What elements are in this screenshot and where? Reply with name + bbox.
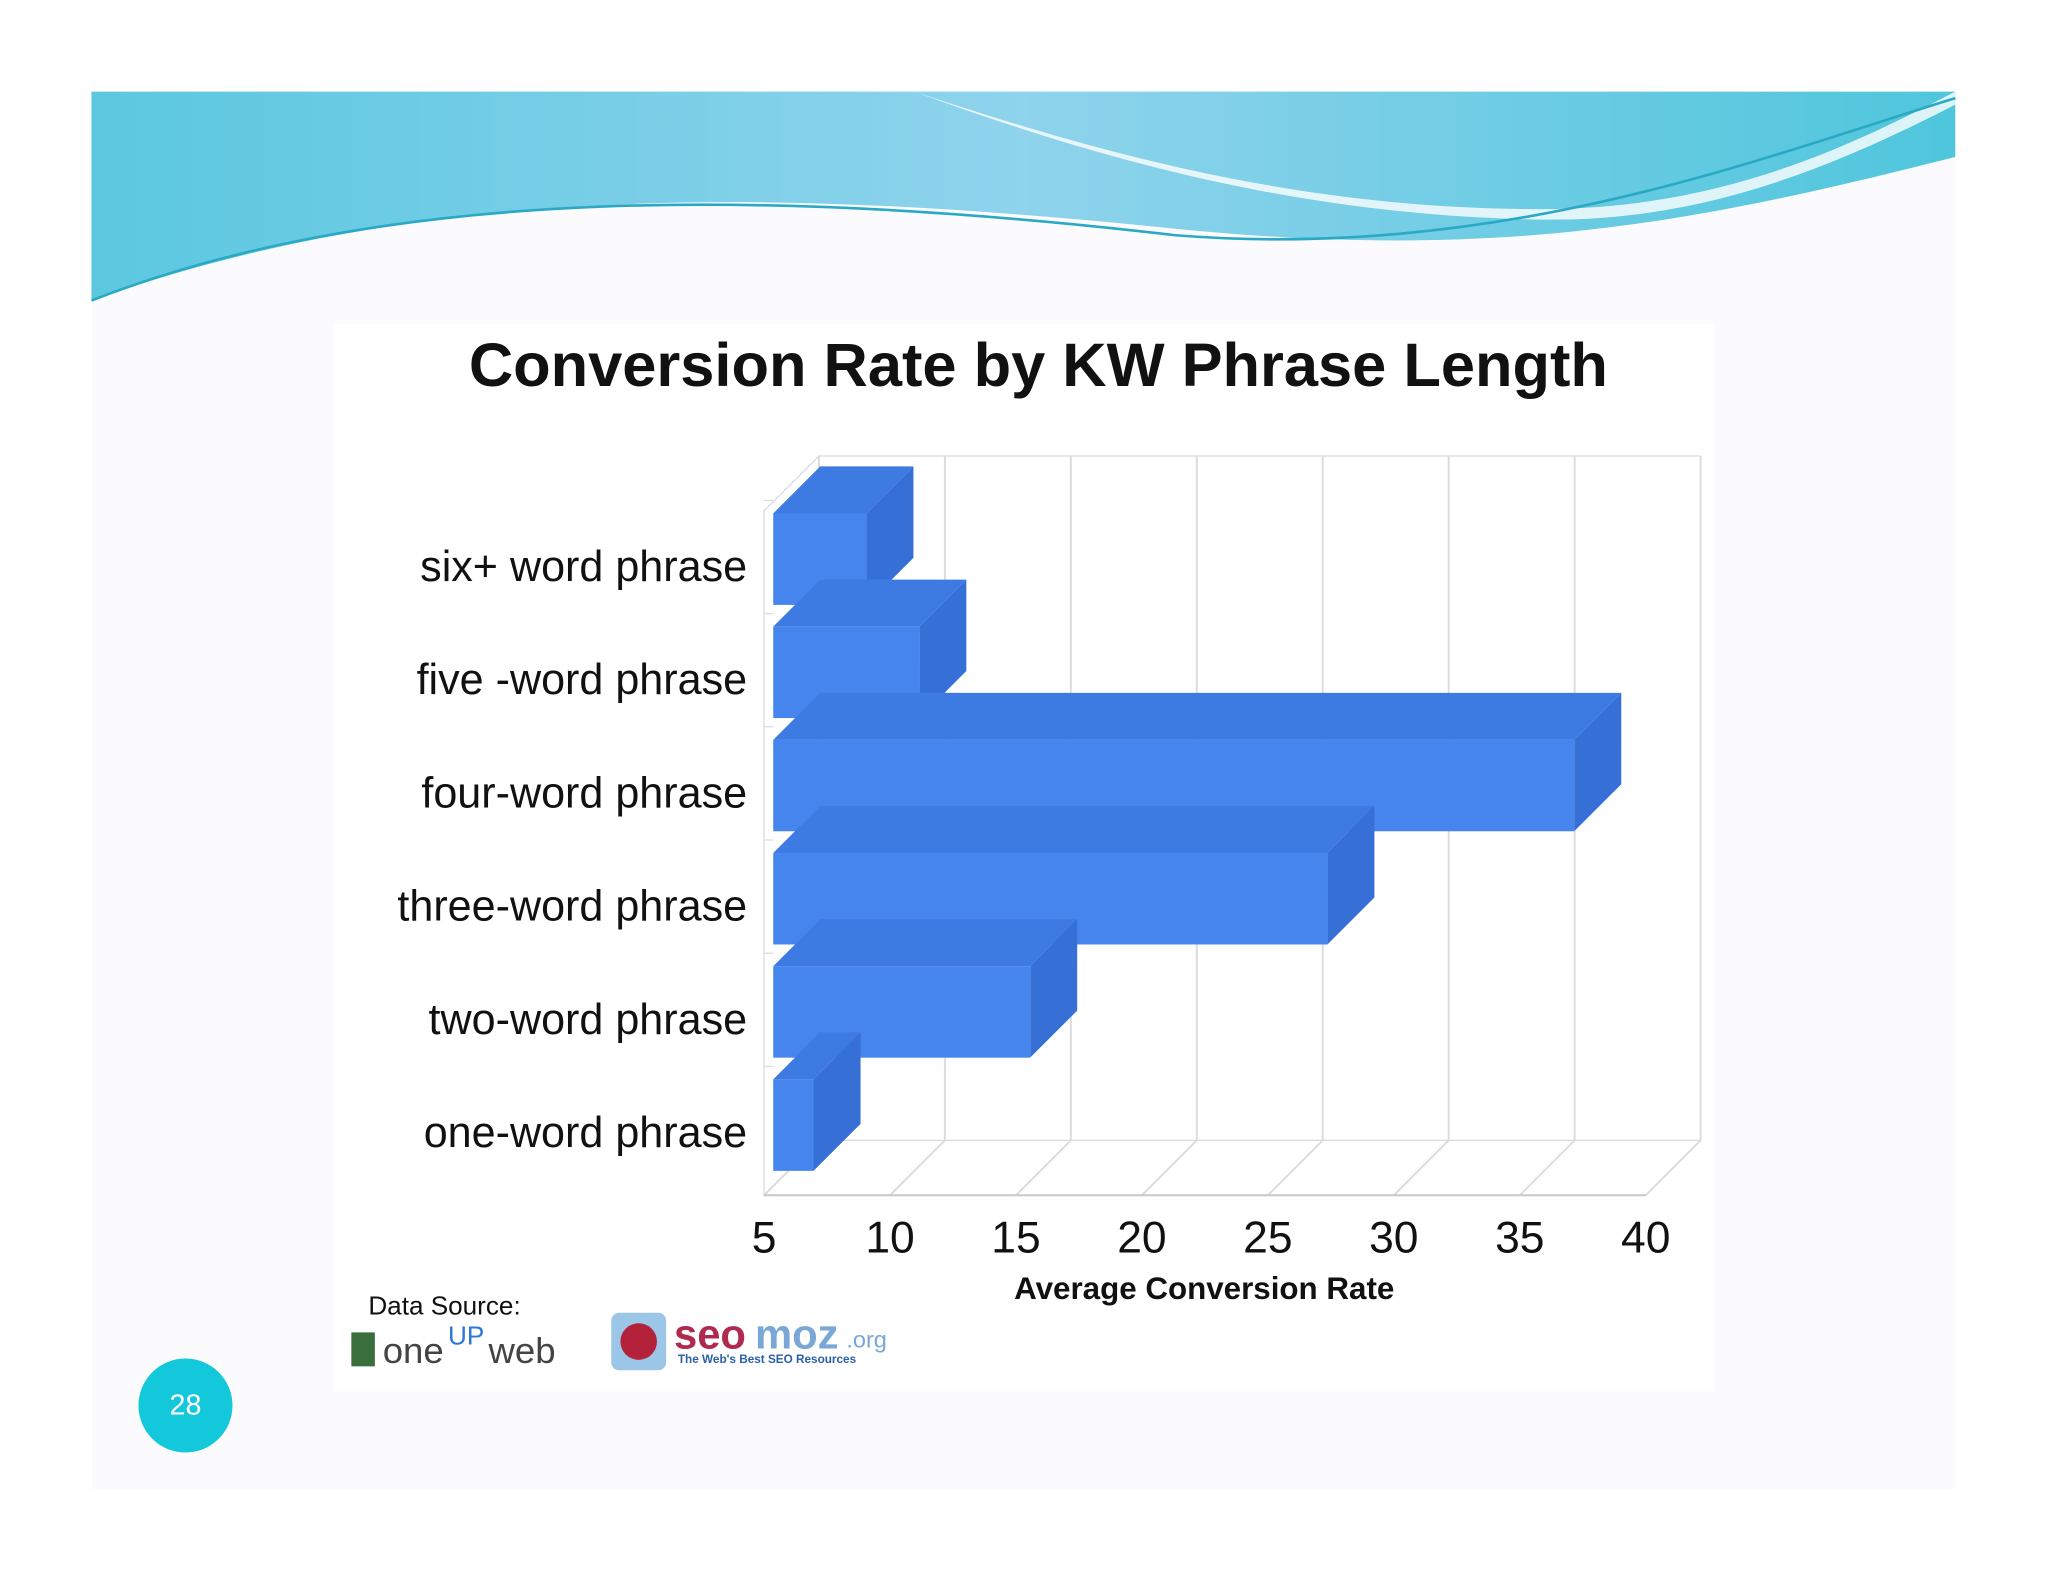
bar-side	[1574, 692, 1622, 832]
bar-side	[1327, 806, 1375, 945]
grid-line	[1645, 1139, 1702, 1196]
y-tick-label: two-word phrase	[429, 996, 748, 1044]
chart-title: Conversion Rate by KW Phrase Length	[469, 331, 1608, 400]
y-tick-label: four-word phrase	[421, 769, 747, 817]
logo-text: one	[383, 1330, 444, 1371]
logo-text: UP	[448, 1321, 484, 1351]
x-tick-label: 5	[752, 1214, 777, 1263]
oneupweb-logo: one UP web	[351, 1321, 556, 1371]
source-label: Data Source:	[368, 1290, 520, 1320]
y-tick-label: one-word phrase	[424, 1109, 747, 1157]
x-tick-label: 40	[1621, 1214, 1670, 1263]
bar-side	[919, 579, 967, 719]
bar-top	[773, 692, 1622, 740]
x-tick-label: 10	[865, 1214, 914, 1263]
slide-number: 28	[169, 1389, 201, 1421]
floor	[762, 1139, 1703, 1196]
y-tick-label: five -word phrase	[417, 656, 748, 704]
bar-top	[773, 466, 914, 514]
slide-number-badge	[138, 1358, 233, 1453]
bar-side	[866, 466, 914, 605]
logo-icon	[351, 1332, 375, 1367]
grid-line	[1519, 1139, 1576, 1196]
bar-top	[773, 1032, 861, 1080]
bar-side	[813, 1032, 861, 1171]
grid-line	[1015, 1139, 1072, 1196]
x-tick-label: 35	[1495, 1214, 1544, 1263]
logo-icon	[620, 1323, 657, 1360]
bar-top	[773, 806, 1375, 854]
y-tick-label: six+ word phrase	[420, 543, 747, 591]
y-tick-label: three-word phrase	[397, 883, 747, 931]
x-tick-label: 25	[1243, 1214, 1292, 1263]
bar	[773, 1079, 814, 1171]
header-line	[90, 96, 1956, 302]
logo-tagline: The Web's Best SEO Resources	[678, 1353, 857, 1366]
logo-text: web	[487, 1330, 555, 1371]
grid-line	[1141, 1139, 1198, 1196]
x-tick-label: 15	[991, 1214, 1040, 1263]
logo-text: .org	[846, 1327, 887, 1353]
header-highlight	[914, 91, 1956, 220]
x-tick-label: 30	[1369, 1214, 1418, 1263]
header-wave	[91, 91, 1956, 301]
logo-text: moz	[755, 1311, 839, 1358]
grid-line	[1393, 1139, 1450, 1196]
logo-text: seo	[674, 1311, 746, 1358]
seomoz-logo: seo moz .org The Web's Best SEO Resource…	[611, 1311, 887, 1371]
grid-line	[1267, 1139, 1324, 1196]
bar-top	[773, 919, 1078, 967]
bar-side	[1030, 919, 1078, 1058]
x-axis-label: Average Conversion Rate	[1014, 1271, 1394, 1306]
bar-top	[773, 579, 967, 627]
x-tick-label: 20	[1117, 1214, 1166, 1263]
grid-line	[889, 1139, 946, 1196]
